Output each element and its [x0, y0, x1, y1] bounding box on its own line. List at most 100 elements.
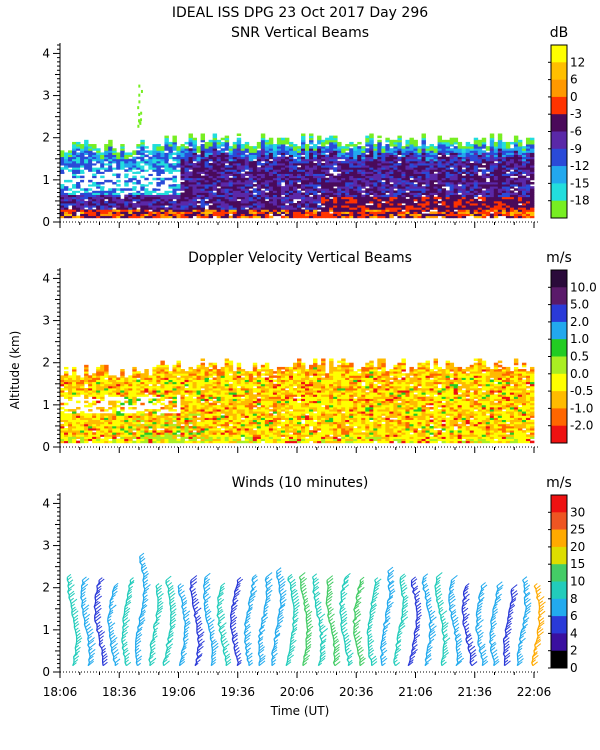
heatmap-cell	[385, 154, 390, 158]
heatmap-cell	[345, 148, 350, 151]
heatmap-cell	[445, 150, 451, 153]
heatmap-cell	[172, 179, 177, 183]
heatmap-cell	[192, 213, 197, 217]
heatmap-cell	[505, 154, 511, 158]
heatmap-cell	[413, 209, 418, 212]
heatmap-cell	[421, 169, 426, 172]
heatmap-cell	[385, 158, 390, 162]
heatmap-cell	[473, 163, 479, 166]
heatmap-cell	[373, 194, 378, 198]
heatmap-cell	[140, 139, 145, 143]
heatmap-cell	[152, 402, 157, 406]
heatmap-cell	[505, 156, 511, 160]
heatmap-cell	[252, 154, 258, 158]
heatmap-cell	[413, 150, 418, 153]
heatmap-cell	[405, 198, 410, 202]
heatmap-cell	[525, 211, 531, 214]
heatmap-cell	[393, 160, 398, 164]
heatmap-cell	[184, 179, 189, 183]
heatmap-cell	[457, 146, 463, 149]
heatmap-cell	[357, 175, 362, 179]
heatmap-cell	[505, 209, 511, 212]
heatmap-cell	[260, 139, 266, 143]
heatmap-cell	[64, 211, 69, 214]
heatmap-cell	[521, 211, 527, 214]
heatmap-cell	[152, 156, 157, 160]
heatmap-cell	[64, 163, 69, 166]
heatmap-cell	[152, 398, 157, 402]
heatmap-cell	[457, 209, 463, 212]
heatmap-cell	[465, 186, 471, 189]
heatmap-cell	[128, 423, 133, 427]
heatmap-cell	[461, 169, 467, 172]
heatmap-cell	[160, 438, 165, 442]
heatmap-cell	[228, 209, 234, 212]
heatmap-cell	[288, 190, 294, 193]
heatmap-cell	[184, 192, 189, 196]
heatmap-cell	[461, 211, 467, 214]
heatmap-cell	[116, 173, 121, 177]
heatmap-cell	[204, 158, 210, 162]
heatmap-cell	[453, 205, 459, 208]
heatmap-cell	[497, 139, 503, 143]
heatmap-cell	[465, 146, 471, 149]
heatmap-cell	[68, 383, 73, 387]
heatmap-cell	[409, 154, 414, 158]
heatmap-cell	[509, 141, 515, 145]
heatmap-cell	[212, 203, 218, 206]
heatmap-cell	[509, 165, 515, 168]
heatmap-cell	[252, 203, 258, 206]
heatmap-cell	[100, 207, 105, 210]
heatmap-cell	[128, 430, 133, 433]
heatmap-cell	[216, 150, 222, 153]
heatmap-cell	[505, 163, 511, 166]
heatmap-cell	[280, 203, 286, 206]
heatmap-cell	[417, 192, 422, 196]
heatmap-cell	[437, 207, 443, 210]
heatmap-cell	[92, 402, 97, 406]
heatmap-cell	[260, 175, 266, 179]
heatmap-cell	[120, 423, 125, 427]
heatmap-cell	[60, 375, 65, 378]
heatmap-cell	[84, 188, 89, 191]
heatmap-cell	[413, 179, 418, 183]
heatmap-cell	[188, 184, 193, 187]
heatmap-cell	[521, 186, 527, 189]
heatmap-cell	[401, 186, 406, 189]
heatmap-cell	[445, 152, 451, 155]
heatmap-cell	[164, 417, 169, 421]
heatmap-cell	[88, 165, 93, 168]
heatmap-cell	[256, 173, 262, 177]
heatmap-cell	[345, 152, 350, 155]
heatmap-cell	[112, 158, 117, 162]
heatmap-cell	[276, 186, 282, 189]
heatmap-cell	[465, 179, 471, 183]
heatmap-cell	[513, 179, 519, 183]
heatmap-cell	[497, 213, 503, 217]
heatmap-cell	[116, 163, 121, 166]
heatmap-cell	[116, 430, 121, 433]
heatmap-cell	[200, 148, 206, 151]
heatmap-cell	[401, 190, 406, 193]
heatmap-cell	[104, 436, 109, 439]
heatmap-cell	[425, 190, 430, 193]
heatmap-cell	[196, 215, 201, 219]
heatmap-cell	[136, 394, 141, 397]
heatmap-cell	[156, 369, 161, 372]
heatmap-cell	[72, 154, 77, 158]
heatmap-cell	[421, 190, 426, 193]
heatmap-cell	[160, 188, 165, 191]
heatmap-cell	[405, 152, 410, 155]
heatmap-cell	[224, 207, 230, 210]
heatmap-cell	[108, 141, 113, 145]
heatmap-cell	[461, 150, 467, 153]
heatmap-cell	[477, 192, 483, 196]
heatmap-cell	[276, 148, 282, 151]
heatmap-cell	[453, 175, 459, 179]
heatmap-cell	[309, 152, 314, 155]
heatmap-cell	[445, 175, 451, 179]
heatmap-cell	[461, 175, 467, 179]
heatmap-cell	[437, 184, 443, 187]
heatmap-cell	[345, 169, 350, 172]
heatmap-cell	[365, 154, 370, 158]
